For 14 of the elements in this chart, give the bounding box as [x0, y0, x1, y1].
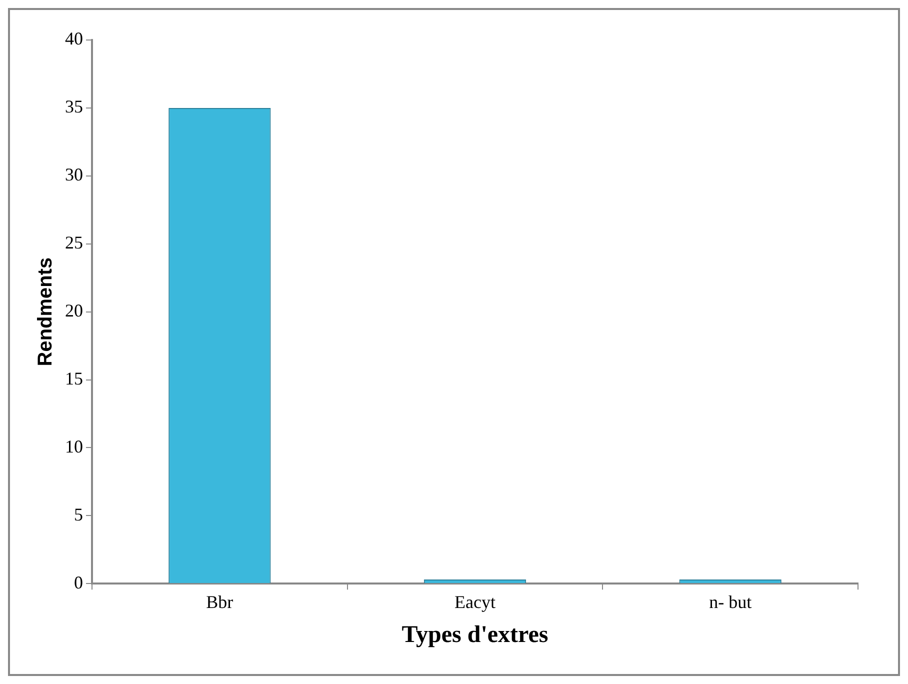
y-tick-label: 40 [65, 28, 83, 49]
y-tick-label: 25 [65, 232, 83, 253]
x-tick-label: Bbr [206, 592, 234, 612]
y-tick-label: 20 [65, 300, 83, 321]
x-tick-label: n- but [709, 592, 752, 612]
y-tick-label: 30 [65, 164, 83, 185]
y-axis-title: Rendments [34, 257, 57, 366]
x-axis-title: Types d'extres [402, 622, 548, 648]
y-tick-label: 35 [65, 96, 83, 117]
y-tick-label: 0 [74, 572, 83, 592]
y-tick-label: 15 [65, 368, 83, 388]
y-tick-label: 10 [65, 436, 83, 456]
x-tick-label: Eacyt [454, 592, 496, 612]
y-tick-label: 5 [74, 504, 83, 524]
